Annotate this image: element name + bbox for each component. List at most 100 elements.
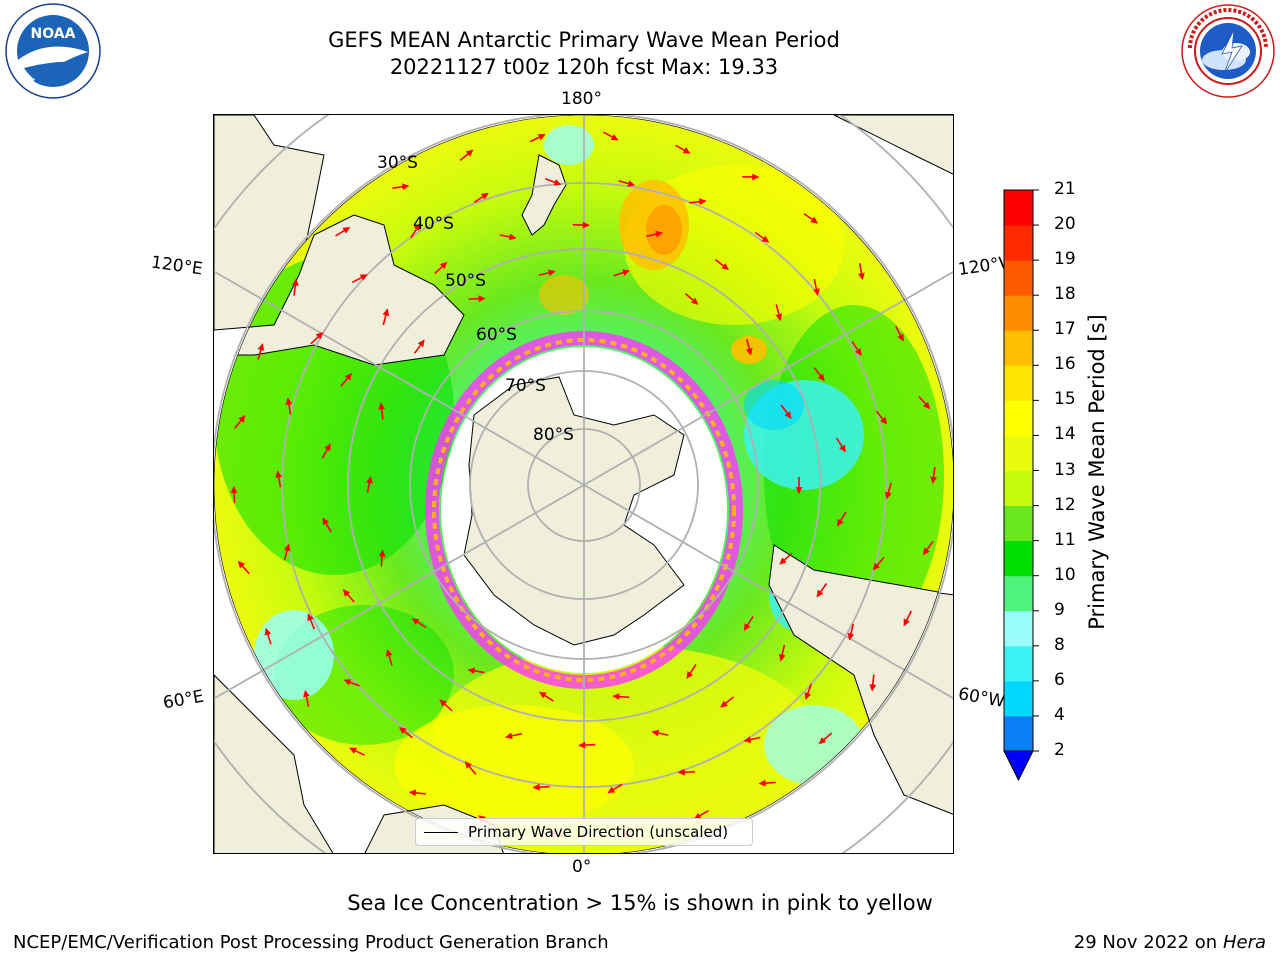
wave-direction-arrowhead <box>464 761 472 769</box>
wave-direction-arrowhead <box>622 269 630 276</box>
wave-direction-arrowhead <box>264 627 272 636</box>
wave-direction-arrowhead <box>743 623 751 631</box>
wave-direction-arrowhead <box>385 649 393 657</box>
wave-direction-arrowhead <box>880 416 888 425</box>
colorbar-tick-label: 21 <box>1054 179 1076 199</box>
wave-direction-arrowhead <box>930 476 937 484</box>
new-zealand <box>521 154 567 236</box>
wave-direction-arrowhead <box>745 347 753 356</box>
lon-label-60w: 60°W <box>956 684 1007 712</box>
wave-direction-arrowhead <box>839 444 846 453</box>
wave-direction-arrowhead <box>847 632 855 641</box>
colorbar <box>1003 189 1039 782</box>
wave-direction-arrowhead <box>417 339 425 348</box>
colorbar-segment <box>1004 470 1033 507</box>
wave-direction-arrowhead <box>439 699 447 707</box>
wave-direction-arrowhead <box>349 747 358 754</box>
wave-direction-arrowhead <box>303 689 310 698</box>
lon-label-0: 0° <box>572 857 592 877</box>
wave-direction-arrowhead <box>480 192 489 200</box>
wave-direction-arrowhead <box>816 589 824 598</box>
wave-direction-arrowhead <box>784 411 792 419</box>
graticule <box>214 115 953 853</box>
wave-direction-arrowhead <box>690 297 699 305</box>
wave-direction-arrowhead <box>682 147 691 154</box>
noaa-logo-text: NOAA <box>31 26 76 42</box>
wave-direction-arrowhead <box>342 589 351 597</box>
wave-direction-arrowhead <box>537 134 546 141</box>
wave-direction-arrowhead <box>677 768 685 776</box>
wave-direction-arrowhead <box>504 732 513 740</box>
colorbar-segment <box>1004 190 1033 226</box>
wave-direction-arrowhead <box>413 223 421 231</box>
wave-direction-arrowhead <box>324 443 331 452</box>
footer-system: Hera <box>1222 932 1266 953</box>
wave-direction-arrowhead <box>465 149 474 157</box>
wave-direction-arrowhead <box>817 373 825 382</box>
colorbar-segment <box>1004 400 1033 436</box>
noaa-logo: NOAA <box>5 3 101 99</box>
colorbar-label: Primary Wave Mean Period [s] <box>1085 314 1109 630</box>
colorbar-tick-label: 12 <box>1054 494 1076 515</box>
colorbar-tick-label: 15 <box>1054 389 1076 410</box>
lon-label-60e: 60°E <box>161 686 206 714</box>
colorbar-segment <box>1004 330 1033 366</box>
wave-direction-arrowhead <box>897 333 904 342</box>
colorbar-tick-label: 4 <box>1054 704 1065 725</box>
wave-direction-arrowhead <box>291 278 299 286</box>
colorbar-tick-label: 10 <box>1054 564 1076 585</box>
colorbar-segment <box>1004 610 1033 647</box>
wave-direction-arrowhead <box>651 729 660 737</box>
colorbar-segment <box>1004 680 1033 717</box>
wave-direction-arrowhead <box>721 263 730 270</box>
wave-direction-arrowhead <box>720 700 728 708</box>
colorbar-segment <box>1004 645 1033 682</box>
wave-direction-arrowhead <box>612 693 620 700</box>
wave-direction-arrowhead <box>627 180 636 187</box>
wave-direction-arrowhead <box>779 557 787 565</box>
wave-direction-arrowhead <box>237 560 246 569</box>
wave-direction-arrowhead <box>872 562 880 571</box>
wave-direction-arrowhead <box>607 786 616 794</box>
lat-label-30s: 30°S <box>377 153 418 173</box>
wave-direction-arrowhead <box>322 517 330 526</box>
colorbar-segment <box>1004 435 1033 471</box>
wave-direction-arrowhead <box>903 618 910 627</box>
wave-direction-arrowhead <box>508 233 517 241</box>
wave-direction-arrowhead <box>378 549 386 557</box>
legend-line-swatch <box>424 831 458 833</box>
colorbar-tick-label: 9 <box>1054 599 1065 620</box>
legend-label: Primary Wave Direction (unscaled) <box>468 823 729 841</box>
wave-direction-arrowhead <box>813 288 820 296</box>
wave-direction-arrowhead <box>854 348 862 356</box>
colorbar-under-triangle <box>1003 750 1034 782</box>
wave-direction-arrowhead <box>408 789 417 797</box>
wave-direction-arrowhead <box>885 491 892 500</box>
colorbar-tick-label: 13 <box>1054 459 1076 480</box>
wave-direction-arrowhead <box>399 727 407 735</box>
wave-direction-arrowhead <box>778 654 786 662</box>
wave-direction-arrowhead <box>285 397 293 406</box>
colorbar-tick-label: 16 <box>1054 354 1076 375</box>
australia-landmass <box>214 214 465 366</box>
wave-direction-arrowhead <box>378 402 386 410</box>
colorbar-segment <box>1004 575 1033 612</box>
wave-direction-arrows <box>230 131 937 838</box>
wave-direction-arrowhead <box>553 179 562 186</box>
wave-direction-arrowhead <box>547 269 556 277</box>
chart-title: GEFS MEAN Antarctic Primary Wave Mean Pe… <box>328 28 840 52</box>
wave-direction-arrowhead <box>230 485 238 494</box>
wave-direction-arrowhead <box>307 613 314 622</box>
colorbar-segment <box>1004 365 1033 401</box>
wave-direction-arrowhead <box>382 308 390 317</box>
wave-direction-arrowhead <box>582 221 590 229</box>
footer-date-text: 29 Nov 2022 on <box>1073 932 1218 953</box>
lon-label-180: 180° <box>561 89 602 109</box>
colorbar-tick-label: 17 <box>1054 319 1076 340</box>
wave-direction-arrowhead <box>315 332 324 340</box>
wave-direction-arrowhead <box>275 470 283 478</box>
colorbar-tick-label: 19 <box>1054 249 1076 270</box>
map-legend: Primary Wave Direction (unscaled) <box>415 818 753 846</box>
wave-direction-arrowhead <box>869 684 877 692</box>
colorbar-tick-label: 8 <box>1054 634 1065 655</box>
